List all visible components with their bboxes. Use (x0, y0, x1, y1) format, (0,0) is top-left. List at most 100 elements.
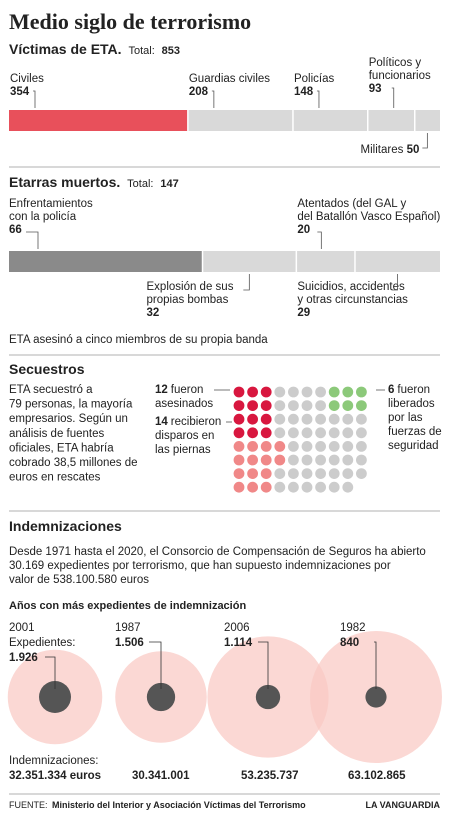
indemnizaciones-intro: Desde 1971 hasta el 2020, el Consorcio d… (9, 546, 426, 586)
secuestros-pictogram (233, 386, 367, 493)
victimas-labels: Civiles 354 Guardias civiles 208 Policías 148… (10, 57, 431, 156)
kidnapping-dot (247, 481, 258, 493)
victimas-bar (9, 110, 440, 131)
bar-segment (292, 110, 368, 131)
kidnapping-dot (301, 400, 313, 411)
kidnapping-dot (247, 427, 258, 439)
kidnapping-dot (342, 400, 354, 411)
kidnapping-dot (260, 454, 272, 466)
expedientes-value: 1.506 (115, 637, 144, 649)
kidnapping-dot (328, 468, 340, 479)
kidnapping-dot (233, 427, 245, 439)
kidnapping-dot (315, 427, 326, 439)
etarras-title: Etarras muertos. Total: 147 (9, 174, 179, 190)
expedientes-bubble (365, 686, 387, 708)
indemnizaciones-bubbles: 2001 Expedientes: 1.926 1987 1.506 2006 1.114 1… (7, 622, 442, 782)
kidnapping-dot (315, 454, 326, 466)
etarras-label: Suicidios, accidentes y otras circunstanc… (297, 281, 408, 319)
expedientes-label: Expedientes: (9, 637, 76, 649)
indemnizaciones-value: 53.235.737 (241, 770, 299, 782)
kidnapping-dot (260, 400, 272, 411)
kidnapping-dot (274, 468, 286, 479)
footer-brand: LA VANGUARDIA (366, 800, 441, 810)
kidnapping-dot (301, 468, 313, 479)
expedientes-value: 840 (340, 637, 359, 649)
victimas-label: Guardias civiles 208 (189, 73, 270, 98)
kidnapping-dot (315, 386, 326, 398)
leader-line (374, 641, 377, 689)
kidnapping-dot (328, 400, 340, 411)
kidnapping-dot (301, 441, 313, 452)
kidnapping-dot (260, 386, 272, 398)
bar-segment (354, 251, 440, 272)
kidnapping-dot (260, 441, 272, 452)
leader-line (391, 274, 398, 291)
expedientes-value: 1.926 (9, 652, 38, 664)
kidnapping-dot (247, 400, 258, 411)
leader-line (243, 274, 250, 291)
kidnapping-dot (342, 427, 354, 439)
kidnapping-dot (301, 386, 313, 398)
leader-line (316, 90, 320, 108)
indemnizaciones-label: Indemnizaciones: (9, 755, 99, 767)
kidnapping-dot (233, 441, 245, 452)
bar-segment (296, 251, 355, 272)
kidnapping-dot (356, 427, 367, 439)
leader-line (149, 641, 162, 689)
kidnapping-dot (356, 400, 367, 411)
kidnapping-dot (342, 413, 354, 425)
expedientes-value: 1.114 (224, 637, 253, 649)
expedientes-bubble (255, 684, 281, 710)
kidnapping-dot (328, 481, 340, 493)
leader-line (33, 90, 36, 108)
kidnapping-dot (288, 454, 299, 466)
victimas-label: Militares 50 (361, 144, 420, 156)
intro-text: Desde 1971 hasta el 2020, el Consorcio d… (9, 546, 426, 586)
kidnapping-dot (288, 481, 299, 493)
kidnapping-dot (288, 386, 299, 398)
leader-line (45, 656, 56, 689)
bar-segment (9, 251, 203, 272)
indemnizaciones-value: 30.341.001 (132, 770, 190, 782)
secuestros-text: ETA secuestró a 79 personas, la mayoría em… (9, 384, 138, 484)
kidnapping-dot (288, 413, 299, 425)
kidnapping-dot (260, 481, 272, 493)
indemnizaciones-value: 63.102.865 (348, 770, 406, 782)
kidnapping-dot (260, 427, 272, 439)
kidnapping-dot (274, 441, 286, 452)
kidnapping-dot (247, 386, 258, 398)
kidnapping-dot (315, 413, 326, 425)
etarras-labels: Enfrentamientos con la policía 66 Atentados… (9, 198, 440, 319)
victimas-label: Civiles 354 (10, 73, 44, 98)
victimas-label: Políticos y funcionarios 93 (369, 57, 431, 95)
kidnapping-dot (233, 454, 245, 466)
secuestros-title: Secuestros (9, 361, 85, 377)
kidnapping-dot (247, 413, 258, 425)
kidnapping-dot (233, 468, 245, 479)
kidnapping-dot (342, 481, 354, 493)
indemnizaciones-value: 32.351.334 euros (9, 770, 101, 782)
kidnapping-dot (274, 413, 286, 425)
year-label: 1987 (115, 622, 141, 634)
etarras-bar (9, 251, 440, 272)
bar-segment (9, 110, 188, 131)
kidnapping-dot (233, 386, 245, 398)
kidnapping-dot (274, 400, 286, 411)
secuestros-label: 6 fueron liberados por las fuerzas de segurid… (388, 384, 442, 452)
bar-segment (367, 110, 415, 131)
kidnapping-dot (356, 441, 367, 452)
kidnapping-dot (301, 413, 313, 425)
etarras-label: Enfrentamientos con la policía 66 (9, 198, 93, 236)
year-label: 2006 (224, 622, 250, 634)
kidnapping-dot (247, 441, 258, 452)
kidnapping-dot (288, 400, 299, 411)
secuestros-label: 14 recibieron disparos en las piernas (155, 416, 221, 456)
kidnapping-dot (301, 427, 313, 439)
kidnapping-dot (328, 386, 340, 398)
kidnapping-dot (315, 400, 326, 411)
kidnapping-dot (260, 468, 272, 479)
leader-line (422, 133, 428, 149)
kidnapping-dot (260, 413, 272, 425)
victimas-title: Víctimas de ETA. Total: 853 (9, 41, 180, 57)
bar-segment (414, 110, 440, 131)
